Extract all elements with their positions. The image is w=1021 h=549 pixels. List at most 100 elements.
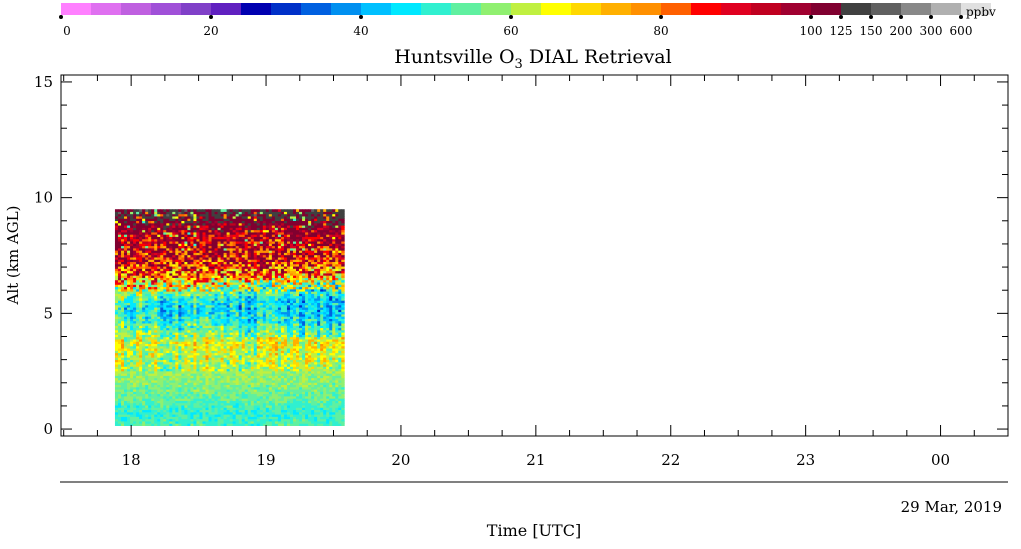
heatmap-cell [172,407,176,411]
heatmap-cell [169,377,173,381]
heatmap-cell [262,382,267,385]
heatmap-cell [289,400,294,404]
heatmap-cell [193,295,197,299]
heatmap-cell [235,350,240,354]
heatmap-cell [241,311,246,315]
heatmap-cell [262,286,267,290]
heatmap-cell [166,398,170,401]
heatmap-cell [175,295,179,299]
heatmap-cell [247,350,252,354]
heatmap-cell [157,345,161,349]
heatmap-cell [190,284,194,288]
heatmap-cell [157,320,161,324]
heatmap-cell [181,286,185,290]
heatmap-cell [139,291,143,294]
heatmap-cell [286,288,291,292]
heatmap-cell [133,284,137,288]
heatmap-cell [214,354,218,358]
heatmap-cell [208,293,212,297]
heatmap-cell [238,311,243,315]
heatmap-cell [166,327,170,331]
heatmap-cell [193,311,197,315]
heatmap-cell [283,291,288,294]
heatmap-cell [296,386,300,390]
heatmap-cell [154,391,158,395]
heatmap-cell [335,373,339,376]
heatmap-cell [157,311,161,315]
heatmap-cell [292,359,297,363]
heatmap-cell [289,339,294,342]
heatmap-cell [256,352,261,356]
heatmap-cell [148,359,152,363]
heatmap-cell [341,370,345,374]
heatmap-cell [308,298,312,301]
heatmap-cell [145,291,149,294]
heatmap-cell [305,391,309,395]
heatmap-cell [308,295,312,299]
heatmap-cell [314,316,318,319]
heatmap-cell [256,318,261,322]
heatmap-cell [226,405,231,408]
heatmap-cell [142,395,146,399]
heatmap-cell [259,414,264,417]
colorbar-tick-mark [929,15,933,19]
heatmap-cell [181,364,185,367]
heatmap-cell [148,370,152,374]
heatmap-cell [157,327,161,331]
heatmap-cell [280,279,285,283]
heatmap-cell [172,336,176,340]
heatmap-cell [151,361,155,365]
heatmap-cell [235,368,240,372]
heatmap-cell [332,375,336,379]
heatmap-cell [199,313,203,317]
heatmap-cell [241,298,246,301]
heatmap-cell [262,421,267,424]
heatmap-cell [190,348,194,351]
heatmap-cell [241,334,246,338]
heatmap-cell [256,295,261,299]
heatmap-cell [256,370,261,374]
heatmap-cell [253,300,258,303]
heatmap-cell [332,400,336,404]
heatmap-cell [160,352,164,356]
heatmap-cell [190,300,194,303]
heatmap-cell [308,341,312,344]
heatmap-cell [172,348,176,351]
heatmap-cell [130,284,134,288]
heatmap-cell [211,366,215,370]
heatmap-cell [199,409,203,413]
heatmap-cell [244,318,249,322]
heatmap-cell [169,411,173,415]
heatmap-cell [286,411,291,415]
heatmap-cell [178,286,182,290]
heatmap-cell [160,286,164,290]
heatmap-cell [220,391,224,395]
heatmap-cell [130,398,134,401]
heatmap-cell [226,373,231,376]
heatmap-cell [256,366,261,370]
heatmap-cell [338,313,342,317]
heatmap-cell [187,291,191,294]
heatmap-cell [121,368,125,372]
heatmap-cell [253,282,258,285]
heatmap-cell [139,284,143,288]
heatmap-cell [121,309,125,313]
heatmap-cell [142,350,146,354]
heatmap-cell [326,368,330,372]
heatmap-cell [175,329,179,333]
heatmap-cell [193,316,197,319]
heatmap-cell [181,357,185,360]
heatmap-cell [289,336,294,340]
heatmap-cell [302,370,306,374]
colorbar-tick-label: 100 [800,24,823,38]
heatmap-cell [157,389,161,392]
heatmap-cell [133,320,137,324]
heatmap-cell [127,414,131,417]
heatmap-cell [130,400,134,404]
colorbar-swatch [571,3,601,15]
heatmap-cell [292,323,297,326]
heatmap-cell [262,343,267,347]
heatmap-cell [187,336,191,340]
heatmap-cell [259,416,264,420]
heatmap-cell [244,375,249,379]
